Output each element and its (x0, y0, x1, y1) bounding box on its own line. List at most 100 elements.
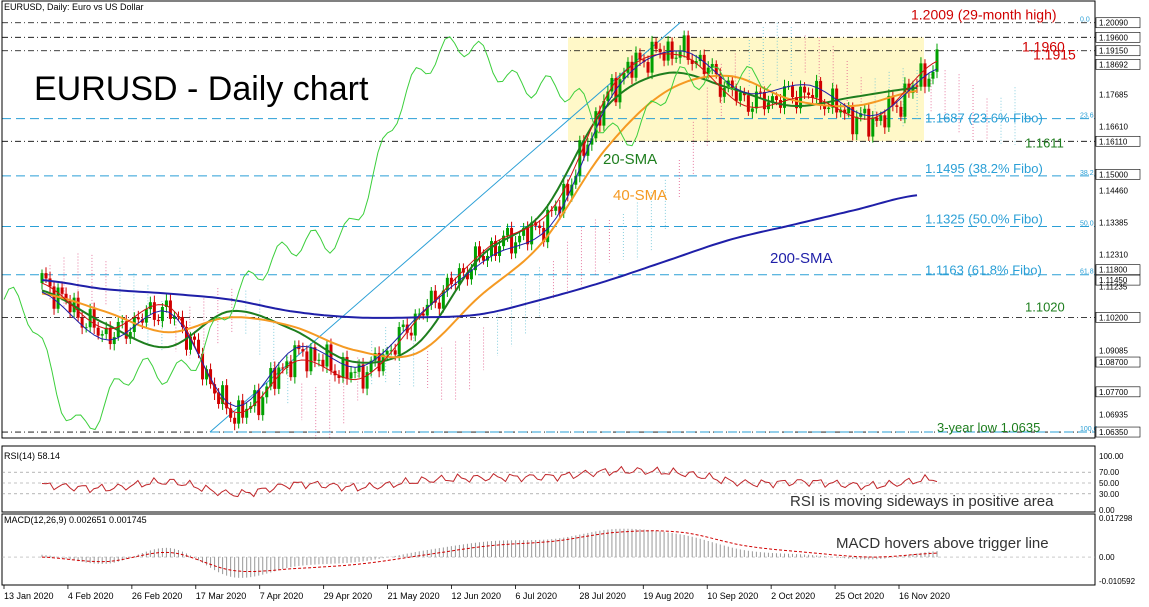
price-panel-frame (1, 0, 1096, 439)
candle-body (321, 359, 325, 367)
candle-body (658, 48, 662, 53)
candle-body (819, 80, 823, 105)
candle-body (554, 206, 558, 211)
candle-body (209, 369, 213, 385)
x-tick-label: 28 Jul 2020 (579, 591, 626, 601)
fibo-percent-label: 50.0 (1080, 220, 1094, 227)
candle-body (618, 79, 622, 103)
level-annotation: 1.1163 (61.8% Fibo) (925, 263, 1042, 278)
chart-title: EURUSD - Daily chart (34, 70, 369, 108)
candle-body (514, 242, 518, 254)
candle-body (100, 334, 104, 336)
macd-tick-label: -0.010592 (1099, 577, 1136, 586)
candle-body (197, 339, 201, 354)
candle-body (538, 225, 542, 228)
candle-body (582, 140, 586, 156)
price-tick-label: 1.12310 (1099, 250, 1128, 259)
candle-body (714, 63, 718, 75)
fibo-percent-label: 23.6 (1080, 113, 1094, 120)
candle-body (686, 35, 690, 60)
macd-tick-label: 0.017298 (1099, 514, 1133, 523)
candle-body (253, 390, 257, 407)
candle-body (542, 227, 546, 243)
series-line-200-sma (41, 194, 918, 319)
candle-body (229, 408, 233, 418)
candle-body (168, 300, 172, 319)
price-tick-box (1095, 426, 1141, 438)
candle-body (694, 61, 698, 64)
price-tick-box (1095, 356, 1141, 368)
price-tick-label: 1.08700 (1099, 358, 1128, 367)
chikou-span-line (3, 36, 772, 431)
macd-tick-label: 0.00 (1099, 553, 1115, 562)
candle-body (313, 347, 317, 361)
candle-body (562, 183, 566, 214)
rsi-line (41, 465, 938, 498)
candle-body (722, 87, 726, 97)
candle-body (285, 361, 289, 369)
candle-body (120, 321, 124, 323)
candle-body (289, 361, 293, 378)
candle-body (590, 138, 594, 145)
price-tick-label: 1.11450 (1099, 276, 1128, 285)
candle-body (899, 106, 903, 117)
candle-body (357, 364, 361, 372)
candle-body (144, 309, 148, 323)
candle-body (108, 327, 112, 345)
candle-body (429, 290, 433, 305)
candle-body (863, 108, 867, 114)
candle-body (353, 371, 357, 373)
candle-body (217, 393, 221, 405)
candle-body (225, 385, 229, 409)
candle-body (397, 327, 401, 355)
price-tick-label: 1.06350 (1099, 428, 1128, 437)
x-tick-label: 12 Jun 2020 (452, 591, 502, 601)
chart-header: EURUSD, Daily: Euro vs US Dollar (4, 2, 144, 12)
candle-body (598, 111, 602, 126)
candle-body (140, 319, 144, 323)
fibo-percent-label: 0.0 (1080, 17, 1090, 24)
candle-body (349, 372, 353, 379)
candle-body (96, 327, 100, 336)
candle-body (345, 356, 349, 379)
candle-body (152, 302, 156, 320)
tenkan-line (41, 53, 938, 414)
price-tick-box (1095, 59, 1141, 70)
candle-body (770, 96, 774, 103)
candle-body (88, 309, 92, 328)
x-tick-label: 25 Oct 2020 (835, 591, 884, 601)
candle-body (698, 54, 702, 62)
candle-body (84, 327, 88, 329)
fibo-percent-label: 61.8 (1080, 269, 1094, 276)
fibo-percent-label: 100.0 (1080, 426, 1098, 433)
candle-body (389, 350, 393, 352)
candle-body (666, 41, 670, 61)
candle-body (891, 95, 895, 106)
candle-body (742, 92, 746, 96)
candle-body (124, 321, 128, 339)
candle-body (827, 107, 831, 110)
x-tick-label: 6 Jul 2020 (515, 591, 557, 601)
candle-body (136, 317, 140, 320)
candle-body (417, 313, 421, 315)
level-annotation: 1.1687 (23.6% Fibo) (925, 111, 1043, 126)
macd-signal-line (41, 530, 938, 572)
x-tick-label: 10 Sep 2020 (707, 591, 758, 601)
candle-body (594, 111, 598, 139)
price-tick-label: 1.11235 (1099, 283, 1128, 292)
candle-body (606, 91, 610, 101)
candle-body (104, 327, 108, 335)
candle-body (273, 368, 277, 389)
x-tick-label: 19 Aug 2020 (643, 591, 694, 601)
candle-body (441, 290, 445, 309)
candle-body (702, 54, 706, 75)
candle-body (245, 408, 249, 418)
x-tick-label: 7 Apr 2020 (260, 591, 304, 601)
price-tick-box (1095, 32, 1141, 43)
candle-body (903, 83, 907, 117)
price-tick-box (1095, 312, 1141, 323)
candle-body (915, 85, 919, 87)
candle-body (859, 113, 863, 117)
level-annotation: 1.1915 (1033, 47, 1076, 63)
price-tick-label: 1.14460 (1099, 186, 1128, 195)
